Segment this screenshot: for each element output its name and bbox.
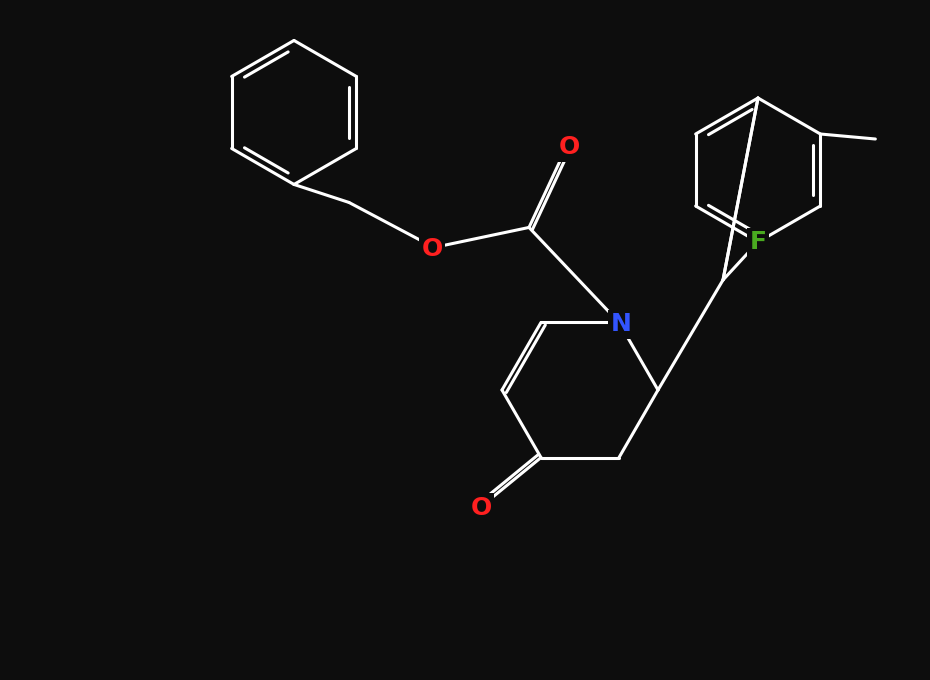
- Text: N: N: [611, 312, 631, 337]
- Text: O: O: [421, 237, 443, 261]
- Text: F: F: [750, 230, 766, 254]
- Text: O: O: [558, 135, 579, 159]
- Text: O: O: [471, 496, 492, 520]
